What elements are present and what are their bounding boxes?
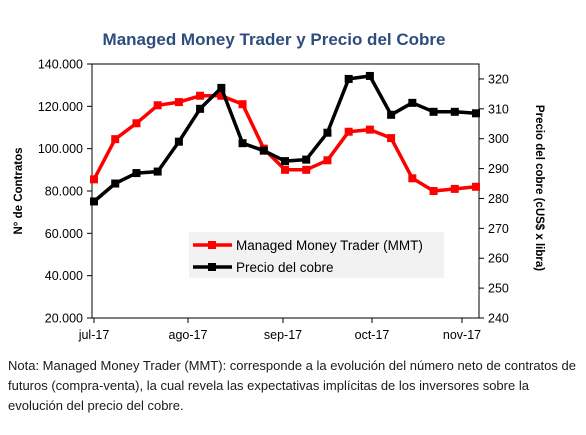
legend-price-marker <box>208 263 216 271</box>
right-axis-ticks: 240 250 260 270 280 290 300 310 320 <box>479 72 509 326</box>
right-tick-label: 250 <box>488 282 509 296</box>
right-tick-label: 240 <box>488 312 509 326</box>
legend-mmt-label: Managed Money Trader (MMT) <box>236 238 423 253</box>
legend: Managed Money Trader (MMT) Precio del co… <box>189 232 444 278</box>
point-mmt <box>472 182 480 191</box>
point-mmt <box>153 101 162 110</box>
x-tick-label: ago-17 <box>169 328 208 342</box>
x-tick-label: nov-17 <box>443 328 481 342</box>
point-mmt <box>365 125 374 134</box>
point-price <box>196 104 205 113</box>
point-mmt <box>408 174 417 183</box>
x-tick-label: jul-17 <box>78 328 110 342</box>
y-axis-left-title: N° de Contratos <box>13 147 25 234</box>
y-axis-right-title: Precio del cobre (cUS$ x libra) <box>533 105 545 271</box>
point-price <box>344 74 353 83</box>
point-price <box>259 146 268 155</box>
right-tick-label: 310 <box>488 102 509 116</box>
point-price <box>217 83 226 92</box>
point-price <box>450 107 459 116</box>
point-price <box>238 139 247 148</box>
right-tick-label: 270 <box>488 222 509 236</box>
point-price <box>281 157 289 166</box>
point-mmt <box>132 119 141 128</box>
point-mmt <box>238 100 247 109</box>
chart-title: Managed Money Trader y Precio del Cobre <box>103 30 446 49</box>
point-mmt <box>450 184 459 193</box>
legend-price-label: Precio del cobre <box>236 260 334 275</box>
point-mmt <box>217 91 226 100</box>
chart: Managed Money Trader y Precio del Cobre … <box>13 30 545 342</box>
footnote: Nota: Managed Money Trader (MMT): corres… <box>8 358 576 413</box>
point-mmt <box>344 127 353 136</box>
x-tick-label: oct-17 <box>355 328 390 342</box>
point-price <box>387 110 396 119</box>
plot-frame <box>91 63 480 319</box>
series-layer <box>90 71 480 206</box>
right-tick-label: 290 <box>488 162 509 176</box>
left-tick-label: 40.000 <box>45 269 83 283</box>
right-tick-label: 260 <box>488 252 509 266</box>
point-price <box>408 98 417 107</box>
left-tick-label: 60.000 <box>45 227 83 241</box>
point-price <box>90 197 98 206</box>
point-mmt <box>90 175 98 184</box>
point-mmt <box>196 91 205 100</box>
legend-box <box>189 232 444 278</box>
left-tick-label: 120.000 <box>38 100 83 114</box>
legend-mmt-marker <box>208 241 216 249</box>
left-tick-label: 140.000 <box>38 58 83 72</box>
left-tick-label: 80.000 <box>45 185 83 199</box>
right-tick-label: 320 <box>488 72 509 86</box>
left-tick-label: 20.000 <box>45 312 83 326</box>
series-line-mmt <box>92 94 477 193</box>
point-price <box>174 137 183 146</box>
point-mmt <box>429 187 438 195</box>
chart-title-text: Managed Money Trader y Precio del Cobre <box>103 30 446 49</box>
left-axis-ticks: 20.000 40.000 60.000 80.000 100.000 120.000 14… <box>38 58 92 326</box>
point-mmt <box>302 165 311 174</box>
point-price <box>111 179 120 188</box>
point-price <box>132 169 141 178</box>
left-tick-label: 100.000 <box>38 142 83 156</box>
point-price <box>302 155 311 164</box>
point-mmt <box>323 156 332 165</box>
right-tick-label: 280 <box>488 192 509 206</box>
point-price <box>323 128 332 137</box>
point-price <box>472 109 480 118</box>
point-mmt <box>281 165 289 174</box>
x-tick-label: sep-17 <box>264 328 302 342</box>
point-price <box>153 167 162 176</box>
point-price <box>429 107 438 116</box>
point-price <box>365 71 374 80</box>
point-mmt <box>111 135 120 144</box>
point-mmt <box>387 134 396 143</box>
plot-area <box>91 63 480 319</box>
right-tick-label: 300 <box>488 132 509 146</box>
x-axis-ticks: jul-17 ago-17 sep-17 oct-17 nov-17 <box>78 318 481 342</box>
point-mmt <box>174 98 183 107</box>
